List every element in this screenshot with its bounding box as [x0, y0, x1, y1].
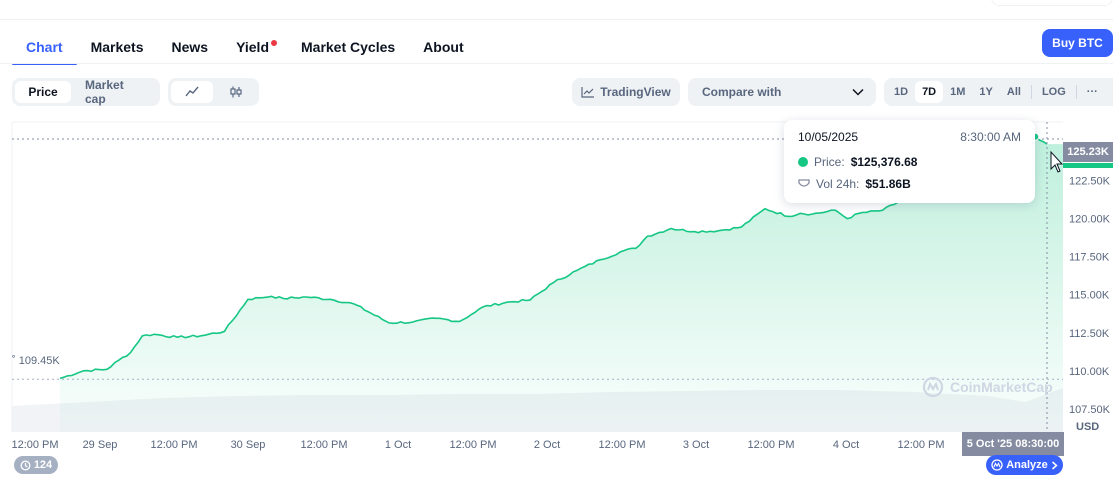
range-7d-button[interactable]: 7D	[915, 81, 944, 103]
tab-markets[interactable]: Markets	[77, 30, 158, 64]
tab-yield[interactable]: Yield	[222, 30, 287, 64]
tooltip-date: 10/05/2025	[798, 130, 859, 144]
x-axis: 12:00 PM 29 Sep 12:00 PM 30 Sep 12:00 PM 1 Oc…	[11, 439, 944, 451]
chart-type-toggle	[168, 78, 259, 106]
tab-markets-label: Markets	[90, 39, 144, 55]
analyze-button[interactable]: Analyze	[986, 455, 1063, 475]
metric-toggle: Price Market cap	[12, 78, 160, 106]
tradingview-label: TradingView	[600, 85, 671, 99]
currency-unit: USD	[1076, 421, 1100, 433]
volume-shield-icon	[798, 179, 810, 187]
x-tick-label: 29 Sep	[83, 439, 118, 451]
y-tick-label: 122.50K	[1069, 176, 1111, 188]
tooltip-vol-value: $51.86B	[865, 177, 911, 191]
x-tick-label: 12:00 PM	[598, 439, 645, 451]
range-all-button[interactable]: All	[1006, 86, 1021, 98]
x-tick-label: 2 Oct	[534, 439, 560, 451]
tab-news-label: News	[171, 39, 209, 55]
x-tick-label: 3 Oct	[683, 439, 709, 451]
crosshair-date-tag: 5 Oct '25 08:30:00	[962, 432, 1064, 456]
range-divider	[1030, 85, 1032, 99]
tooltip-price-label: Price:	[814, 155, 845, 169]
analyze-label: Analyze	[1006, 459, 1048, 471]
x-tick-label: 1 Oct	[385, 439, 411, 451]
x-tick-label: 12:00 PM	[300, 439, 347, 451]
x-tick-label: 30 Sep	[231, 439, 266, 451]
coinmarketcap-watermark: CoinMarketCap	[922, 376, 1053, 398]
tab-divider	[0, 63, 1113, 64]
tab-market-cycles-label: Market Cycles	[301, 39, 396, 55]
yield-new-dot	[271, 40, 277, 46]
tooltip-vol-label: Vol 24h:	[816, 177, 860, 191]
tab-market-cycles[interactable]: Market Cycles	[287, 30, 409, 64]
range-1d-button[interactable]: 1D	[894, 86, 909, 98]
tooltip-price-value: $125,376.68	[850, 155, 918, 169]
tradingview-button[interactable]: TradingView	[572, 78, 680, 106]
tab-chart-label: Chart	[26, 39, 63, 55]
section-tabs: Chart Markets News Yield Market Cycles A…	[12, 30, 478, 65]
x-tick-label: 12:00 PM	[150, 439, 197, 451]
tab-about-label: About	[423, 39, 464, 55]
chevron-right-icon	[1051, 460, 1058, 470]
y-tick-label: 107.50K	[1069, 404, 1111, 416]
current-price-tag: 125.23K	[1063, 142, 1113, 162]
buy-btc-button[interactable]: Buy BTC	[1042, 29, 1113, 57]
price-dot-icon	[798, 157, 808, 167]
more-options-button[interactable]: ···	[1086, 86, 1098, 98]
y-tick-label: 112.50K	[1069, 328, 1110, 340]
log-scale-button[interactable]: LOG	[1041, 86, 1066, 98]
metric-market-cap-button[interactable]: Market cap	[85, 78, 124, 106]
chevron-down-icon	[852, 88, 864, 96]
metric-price-button[interactable]: Price	[15, 81, 71, 103]
y-axis: 122.50K 120.00K 117.50K 115.00K 112.50K 110.0…	[1069, 176, 1111, 416]
x-tick-label: 12:00 PM	[449, 439, 496, 451]
x-tick-label: 12:00 PM	[897, 439, 944, 451]
y-tick-label: 117.50K	[1069, 252, 1110, 264]
tab-news[interactable]: News	[157, 30, 222, 64]
candlestick-button[interactable]	[215, 81, 256, 103]
compare-with-label: Compare with	[702, 85, 782, 99]
tab-chart[interactable]: Chart	[12, 30, 77, 65]
x-tick-label: 12:00 PM	[11, 439, 58, 451]
y-tick-label: 120.00K	[1069, 214, 1111, 226]
cursor-icon	[1050, 150, 1064, 173]
chart-tooltip: 10/05/2025 8:30:00 AM Price: $125,376.68…	[784, 120, 1035, 203]
compare-with-select[interactable]: Compare with	[688, 78, 876, 106]
price-area-fill	[60, 136, 1063, 433]
coinmarketcap-logo-icon	[922, 376, 944, 398]
current-price-marker	[1063, 163, 1113, 168]
line-chart-button[interactable]	[171, 81, 213, 103]
tab-yield-label: Yield	[236, 39, 269, 55]
y-tick-label: 115.00K	[1069, 290, 1110, 302]
tradingview-chart-icon	[581, 87, 595, 98]
tooltip-time: 8:30:00 AM	[960, 130, 1021, 144]
candlestick-icon	[229, 86, 242, 98]
x-tick-label: 12:00 PM	[747, 439, 794, 451]
price-line	[59, 135, 1048, 380]
tab-about[interactable]: About	[409, 30, 477, 64]
line-chart-icon	[185, 86, 199, 97]
range-1y-button[interactable]: 1Y	[979, 86, 993, 98]
history-icon	[20, 460, 31, 470]
range-divider-2	[1075, 85, 1077, 99]
history-button[interactable]: 124	[14, 456, 58, 474]
watermark-text: CoinMarketCap	[950, 379, 1053, 395]
x-tick-label: 4 Oct	[833, 439, 859, 451]
y-tick-label: 110.00K	[1069, 366, 1110, 378]
low-price-label: ˚ 109.45K	[12, 355, 60, 367]
history-count: 124	[33, 459, 53, 471]
range-1m-button[interactable]: 1M	[950, 86, 966, 98]
low-price-value: 109.45K	[18, 355, 60, 367]
time-range-selector: 1D 7D 1M 1Y All LOG ···	[884, 78, 1113, 106]
analyze-logo-icon	[991, 459, 1003, 471]
